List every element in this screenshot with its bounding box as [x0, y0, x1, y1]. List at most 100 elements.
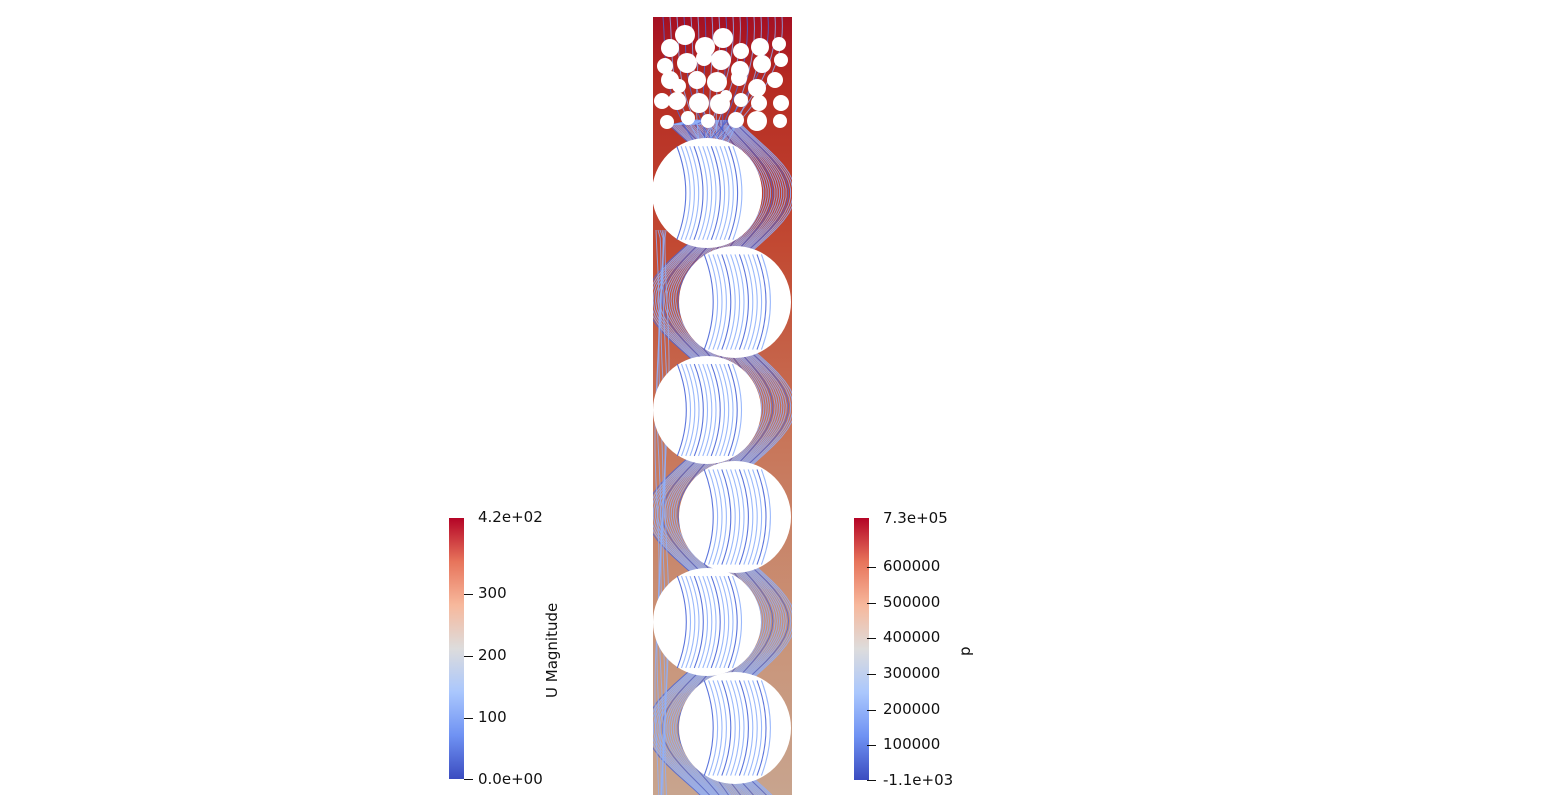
velocity-tick-label: 100 [478, 708, 507, 726]
streamline [732, 146, 743, 240]
small-particle [661, 39, 679, 57]
streamline [723, 17, 762, 151]
streamline [716, 680, 727, 776]
pressure-tick-label: 300000 [883, 664, 941, 682]
pressure-tick-mark [867, 638, 876, 639]
streamline [685, 575, 696, 669]
small-particle [767, 72, 783, 88]
pressure-tick-mark [867, 780, 876, 781]
velocity-tick-label: 300 [478, 584, 507, 602]
streamline [712, 680, 723, 776]
streamline [697, 575, 709, 669]
streamline [710, 575, 721, 669]
small-particle [654, 93, 670, 109]
streamline [697, 146, 708, 240]
pressure-tick-mark [867, 603, 876, 604]
streamline [702, 146, 713, 240]
streamline [747, 254, 758, 350]
streamline [654, 229, 660, 795]
streamline [721, 469, 732, 565]
streamline [706, 575, 717, 669]
streamline [738, 254, 749, 350]
streamline [680, 575, 692, 669]
streamline [722, 17, 728, 151]
streamline [711, 17, 783, 151]
streamline [752, 254, 763, 350]
velocity-tick-label: 4.2e+02 [478, 508, 543, 526]
streamline [756, 254, 767, 350]
velocity-colorbar-gradient [449, 518, 464, 779]
streamline [730, 469, 741, 565]
small-particle [731, 70, 747, 86]
streamline [723, 146, 734, 240]
streamline [676, 363, 687, 457]
streamline [715, 146, 726, 240]
streamline [697, 363, 709, 457]
small-particle [720, 90, 732, 102]
streamline [752, 469, 763, 565]
small-particle [681, 111, 695, 125]
small-particle [689, 93, 709, 113]
small-particle [677, 53, 697, 73]
streamline [730, 680, 741, 776]
streamline [703, 680, 714, 776]
pressure-tick-label: -1.1e+03 [883, 771, 954, 789]
streamline [743, 680, 754, 776]
streamline [680, 363, 692, 457]
small-particle [696, 50, 712, 66]
streamline [680, 146, 691, 240]
small-particle [660, 115, 674, 129]
streamline [723, 363, 734, 457]
streamline [702, 575, 713, 669]
streamline [725, 469, 736, 565]
pressure-tick-mark [867, 567, 876, 568]
velocity-colorbar-title: U Magnitude [543, 602, 561, 698]
streamline [714, 575, 726, 669]
streamline [734, 254, 745, 350]
streamline [760, 254, 771, 350]
small-particle [707, 72, 727, 92]
velocity-tick-mark [464, 718, 473, 719]
velocity-tick-mark [464, 594, 473, 595]
streamline [721, 254, 732, 350]
streamline [693, 363, 704, 457]
streamline [664, 229, 670, 795]
streamline [738, 680, 749, 776]
streamline [676, 17, 713, 151]
small-particle [728, 112, 744, 128]
streamline [756, 680, 767, 776]
pressure-tick-label: 600000 [883, 557, 941, 575]
pressure-tick-mark [867, 745, 876, 746]
streamline [725, 680, 736, 776]
velocity-tick-label: 200 [478, 646, 507, 664]
small-particle [773, 114, 787, 128]
streamline [723, 575, 734, 669]
small-particle [657, 58, 673, 74]
streamline [727, 363, 738, 457]
pressure-tick-label: 500000 [883, 593, 941, 611]
streamline [719, 363, 730, 457]
streamline [760, 469, 771, 565]
streamline [706, 363, 717, 457]
streamline [756, 469, 767, 565]
streamline [706, 146, 717, 240]
velocity-tick-label: 0.0e+00 [478, 770, 543, 788]
streamline [689, 575, 700, 669]
small-particle [675, 25, 695, 45]
streamline [709, 17, 714, 151]
streamline [752, 680, 763, 776]
small-particle [711, 50, 731, 70]
streamline [734, 680, 745, 776]
small-particle [773, 95, 789, 111]
streamline [716, 254, 727, 350]
streamline [719, 146, 730, 240]
small-particle [747, 111, 767, 131]
streamline [693, 146, 704, 240]
streamline [689, 363, 700, 457]
streamline [747, 469, 758, 565]
streamline [676, 575, 687, 669]
streamline [710, 363, 721, 457]
pressure-colorbar-gradient [854, 518, 869, 780]
